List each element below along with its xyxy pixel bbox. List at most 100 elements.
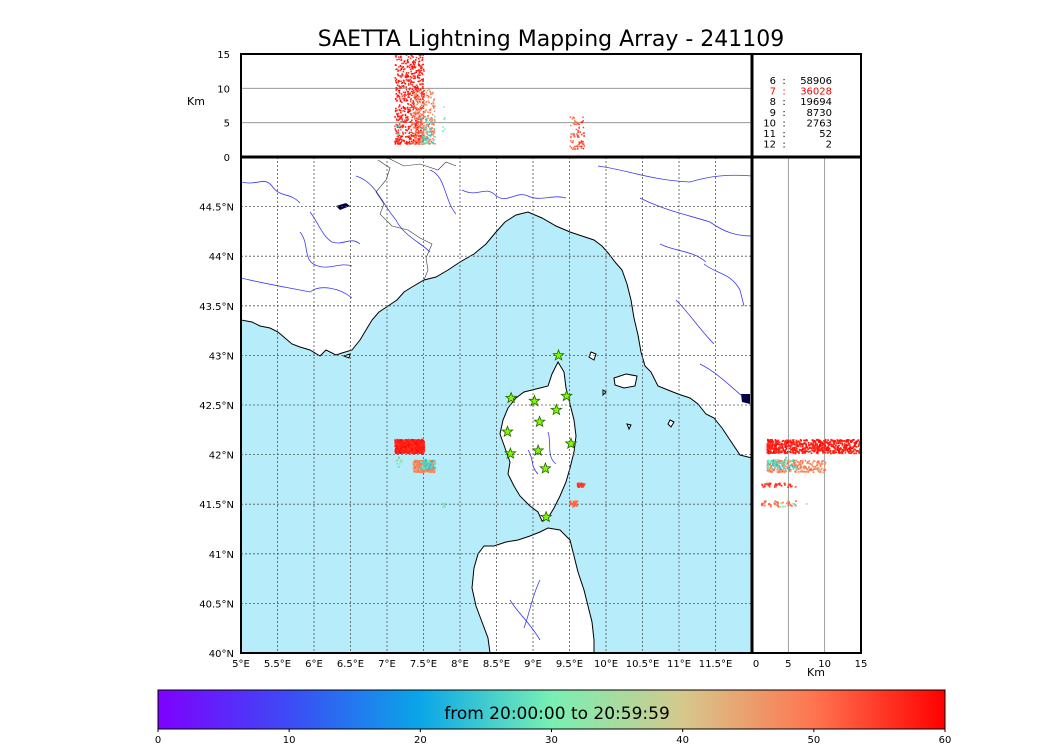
map-lightning-point — [396, 442, 399, 444]
latitude-altitude-point — [778, 443, 781, 446]
latitude-altitude-point — [797, 470, 800, 473]
latitude-tick-label: 43.5°N — [199, 302, 234, 313]
latitude-altitude-point — [832, 450, 834, 452]
latitude-altitude-point — [812, 444, 814, 447]
altitude-lightning-point — [399, 137, 402, 139]
right-altitude-tick-label: 10 — [818, 659, 831, 670]
altitude-lightning-point — [575, 123, 577, 126]
altitude-reference-lines — [241, 87, 752, 124]
latitude-altitude-point — [801, 444, 804, 447]
altitude-lightning-point — [414, 112, 417, 114]
altitude-lightning-point — [409, 110, 411, 112]
altitude-lightning-point — [409, 87, 411, 89]
map-lightning-point — [415, 471, 418, 473]
latitude-altitude-point — [789, 485, 792, 488]
lma-station-star — [504, 391, 518, 404]
altitude-lightning-point — [407, 58, 409, 61]
latitude-altitude-point — [774, 467, 776, 469]
altitude-lightning-point — [429, 138, 432, 141]
latitude-altitude-point — [840, 451, 843, 454]
longitude-tick-label: 5°E — [232, 659, 250, 670]
station-count-value: 36028 — [800, 87, 832, 98]
latitude-altitude-point — [777, 452, 780, 454]
altitude-lightning-point — [395, 138, 397, 140]
latitude-altitude-point — [789, 446, 792, 449]
latitude-altitude-point — [845, 447, 848, 450]
right-altitude-ticks: 0 5 10 15 — [753, 659, 868, 670]
latitude-altitude-point — [822, 442, 824, 445]
altitude-lightning-point — [406, 135, 408, 138]
map-lightning-point — [417, 461, 419, 464]
altitude-lightning-point — [421, 139, 424, 141]
latitude-altitude-point — [787, 467, 789, 470]
altitude-lightning-point — [572, 146, 575, 149]
map-lightning-point — [421, 451, 423, 453]
latitude-altitude-point — [776, 483, 779, 486]
station-count-stations: 6 — [770, 76, 776, 87]
altitude-lightning-point — [409, 125, 412, 127]
altitude-lightning-point — [417, 101, 419, 103]
latitude-altitude-point — [822, 446, 824, 449]
map-lightning-point — [581, 483, 583, 486]
latitude-altitude-point — [774, 502, 777, 505]
altitude-lightning-point — [410, 98, 412, 101]
latitude-altitude-point — [805, 467, 807, 469]
map-lightning-point — [425, 468, 428, 470]
latitude-altitude-point — [855, 446, 858, 448]
altitude-lightning-point — [424, 104, 427, 106]
latitude-altitude-point — [787, 504, 789, 507]
altitude-lightning-point — [574, 121, 577, 123]
latitude-altitude-point — [805, 470, 808, 473]
altitude-lightning-point — [432, 141, 435, 144]
altitude-lightning-point — [430, 116, 433, 119]
altitude-lightning-point — [418, 138, 421, 140]
latitude-altitude-point — [802, 443, 804, 445]
altitude-lightning-point — [395, 119, 398, 121]
map-lightning-point — [419, 461, 422, 464]
map-lightning-point — [400, 447, 402, 449]
altitude-lightning-point — [424, 135, 426, 138]
altitude-lightning-point — [433, 139, 436, 141]
latitude-altitude-point — [794, 471, 797, 473]
altitude-lightning-point — [404, 108, 406, 110]
latitude-altitude-point — [773, 459, 775, 461]
altitude-lightning-point — [407, 93, 409, 96]
altitude-lightning-point — [405, 79, 408, 81]
latitude-altitude-point — [783, 484, 786, 486]
latitude-altitude-point — [845, 439, 848, 442]
altitude-lightning-point — [574, 148, 576, 150]
altitude-lightning-point — [412, 75, 415, 77]
latitude-altitude-point — [812, 446, 815, 449]
altitude-lightning-point — [407, 110, 410, 113]
altitude-lightning-point — [398, 106, 400, 108]
altitude-lightning-point — [420, 69, 422, 72]
latitude-altitude-point — [775, 446, 777, 449]
altitude-lightning-point — [403, 60, 406, 63]
latitude-altitude-point — [825, 449, 828, 452]
map-lightning-point — [428, 459, 430, 461]
altitude-lightning-point — [417, 89, 419, 91]
altitude-lightning-point — [400, 68, 403, 70]
altitude-lightning-point — [421, 132, 423, 134]
altitude-lightning-point — [412, 90, 414, 93]
altitude-lightning-point — [408, 108, 410, 110]
altitude-lightning-point — [412, 108, 414, 111]
latitude-altitude-point — [781, 443, 784, 445]
latitude-altitude-point — [796, 466, 798, 469]
latitude-altitude-point — [793, 460, 796, 463]
latitude-altitude-point — [767, 450, 770, 453]
altitude-lightning-point — [418, 118, 420, 120]
map-lightning-point — [422, 449, 425, 452]
altitude-lightning-point — [414, 121, 417, 123]
altitude-lightning-point — [433, 107, 435, 109]
latitude-altitude-point — [804, 447, 807, 449]
map-lightning-point — [395, 440, 398, 443]
latitude-altitude-point — [790, 448, 792, 451]
map-lightning-point — [412, 442, 415, 445]
latitude-altitude-point — [853, 448, 856, 451]
latitude-altitude-point — [785, 459, 788, 462]
altitude-lightning-point — [426, 117, 428, 120]
latitude-altitude-point — [778, 464, 780, 467]
map-lightning-point — [416, 470, 419, 473]
altitude-lightning-point — [413, 126, 415, 128]
